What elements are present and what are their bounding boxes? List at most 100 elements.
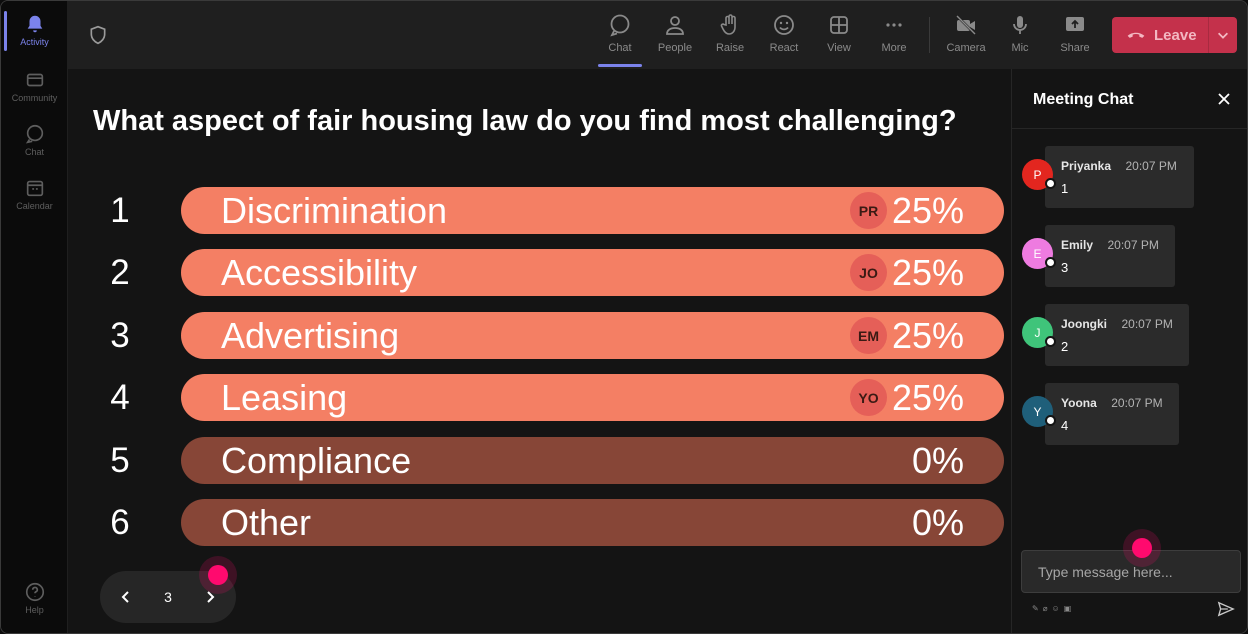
avatar-initial: E — [1033, 246, 1042, 261]
avatar: Y — [1022, 396, 1056, 427]
toolbar-camera-button[interactable]: Camera — [939, 1, 993, 69]
toolbar-mic-button[interactable]: Mic — [993, 1, 1047, 69]
message-time: 20:07 PM — [1121, 317, 1173, 331]
toolbar-label: Raise — [715, 42, 745, 54]
toolbar-share-button[interactable]: Share — [1048, 1, 1102, 69]
rail-item-activity[interactable]: Activity — [1, 5, 68, 57]
poll-option[interactable]: 5 Compliance 0% — [68, 437, 1011, 485]
sender-name: Priyanka — [1061, 159, 1112, 173]
toolbar-divider — [929, 17, 930, 53]
toolbar-chat-button[interactable]: Chat — [593, 1, 647, 69]
toolbar-more-button[interactable]: More — [867, 1, 921, 69]
voter-avatar: PR — [850, 192, 887, 229]
leave-button[interactable]: Leave — [1112, 17, 1237, 53]
voter-avatar: YO — [850, 379, 887, 416]
poll-option[interactable]: 4 Leasing YO 25% — [68, 374, 1011, 422]
meeting-chat-panel: Meeting Chat Priyanka 20:07 PM 1 P Emily… — [1011, 69, 1247, 633]
chat-header: Meeting Chat — [1012, 69, 1247, 129]
toolbar-view-button[interactable]: View — [812, 1, 866, 69]
rail-item-help[interactable]: Help — [1, 573, 68, 625]
option-percent: 25% — [891, 315, 964, 356]
poll-question: What aspect of fair housing law do you f… — [93, 105, 957, 137]
emoji-icon[interactable]: ☺ — [1051, 604, 1060, 613]
option-bar[interactable]: Advertising EM 25% — [181, 312, 1004, 359]
toolbar-raise-button[interactable]: Raise — [703, 1, 757, 69]
chat-icon — [25, 124, 43, 144]
rail-label: Chat — [24, 147, 44, 157]
option-bar[interactable]: Other 0% — [181, 499, 1004, 546]
toolbar-people-button[interactable]: People — [648, 1, 702, 69]
rail-item-community[interactable]: Community — [1, 61, 68, 113]
bell-icon — [27, 15, 42, 33]
poll-option[interactable]: 3 Advertising EM 25% — [68, 312, 1011, 360]
option-label: Compliance — [221, 440, 412, 481]
option-bar[interactable]: Compliance 0% — [181, 437, 1004, 484]
avatar: E — [1022, 238, 1056, 269]
click-marker — [1132, 538, 1152, 558]
toolbar-label: More — [881, 42, 907, 54]
option-bar[interactable]: Leasing YO 25% — [181, 374, 1004, 421]
message-time: 20:07 PM — [1107, 238, 1159, 252]
sender-name: Yoona — [1061, 396, 1097, 410]
shield-icon[interactable] — [88, 25, 108, 45]
chevron-left-icon[interactable] — [118, 589, 134, 605]
raise-hand-icon — [720, 14, 736, 35]
send-icon[interactable] — [1217, 600, 1235, 618]
rail-label: Activity — [20, 37, 49, 47]
react-icon — [774, 15, 794, 35]
avatar-initial: Y — [1033, 404, 1042, 419]
sender-name: Joongki — [1061, 317, 1108, 331]
message-bubble: Priyanka 20:07 PM 1 — [1045, 146, 1194, 208]
message-input[interactable]: Type message here... — [1021, 550, 1241, 593]
message-text: 1 — [1061, 181, 1069, 196]
sender-name: Emily — [1061, 238, 1094, 252]
poll-stage: What aspect of fair housing law do you f… — [68, 69, 1011, 633]
option-bar[interactable]: Accessibility JO 25% — [181, 249, 1004, 296]
rail-item-chat[interactable]: Chat — [1, 115, 68, 167]
leave-options-button[interactable] — [1209, 28, 1237, 42]
avatar-initial: P — [1033, 167, 1042, 182]
poll-option[interactable]: 2 Accessibility JO 25% — [68, 249, 1011, 297]
option-label: Leasing — [221, 377, 348, 418]
chat-message: Priyanka 20:07 PM 1 P — [1012, 146, 1247, 208]
message-bubble: Emily 20:07 PM 3 — [1045, 225, 1175, 287]
chevron-right-icon[interactable] — [202, 589, 218, 605]
presence-dot — [1045, 336, 1056, 347]
option-percent: 25% — [891, 252, 964, 293]
community-icon — [26, 73, 43, 87]
mic-icon — [1013, 16, 1027, 34]
rail-label: Calendar — [16, 201, 53, 211]
leave-label: Leave — [1154, 26, 1197, 44]
toolbar-label: Share — [1060, 42, 1090, 54]
chat-message: Joongki 20:07 PM 2 J — [1012, 304, 1247, 366]
rail-item-calendar[interactable]: Calendar — [1, 169, 68, 221]
close-icon[interactable] — [1216, 91, 1232, 107]
compose-toolbar: ✎ ⌀ ☺ ▣ — [1032, 604, 1071, 613]
presence-dot — [1045, 415, 1056, 426]
attach-icon[interactable]: ⌀ — [1042, 604, 1048, 613]
people-icon — [666, 16, 684, 35]
toolbar-label: View — [827, 42, 851, 54]
chat-title: Meeting Chat — [1033, 91, 1134, 108]
poll-option[interactable]: 6 Other 0% — [68, 499, 1011, 547]
option-percent: 0% — [911, 502, 964, 543]
poll-option[interactable]: 1 Discrimination PR 25% — [68, 187, 1011, 235]
app-rail: Activity Community Chat Calendar Help — [1, 1, 68, 633]
presence-dot — [1045, 178, 1056, 189]
format-icon[interactable]: ✎ — [1032, 604, 1039, 613]
avatar: P — [1022, 159, 1056, 190]
message-time: 20:07 PM — [1111, 396, 1163, 410]
help-icon — [25, 582, 44, 602]
page-number: 3 — [164, 589, 172, 605]
more-icon — [886, 23, 902, 27]
option-bar[interactable]: Discrimination PR 25% — [181, 187, 1004, 234]
rail-label: Help — [25, 605, 44, 615]
share-icon — [1066, 17, 1084, 31]
chat-message: Yoona 20:07 PM 4 Y — [1012, 383, 1247, 445]
toolbar-react-button[interactable]: React — [757, 1, 811, 69]
message-text: 3 — [1061, 260, 1069, 275]
gif-icon[interactable]: ▣ — [1063, 604, 1072, 613]
voter-avatar: EM — [850, 317, 887, 354]
leave-main[interactable]: Leave — [1112, 25, 1208, 45]
